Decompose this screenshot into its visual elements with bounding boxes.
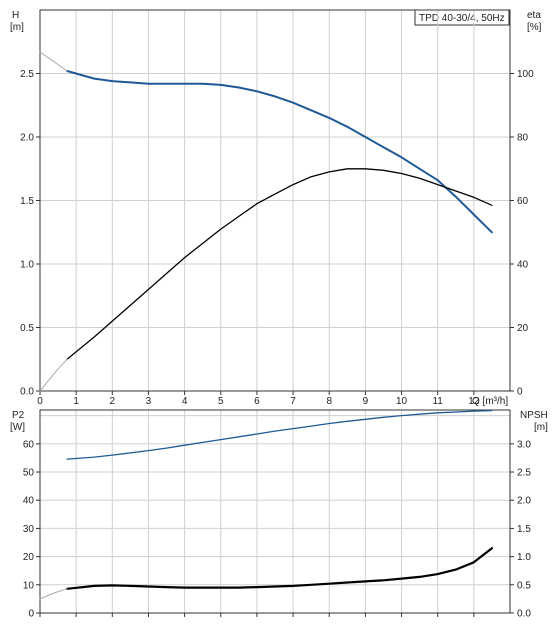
top-right-tick-label: 20 [517, 323, 529, 334]
top-left-tick-label: 2.5 [20, 69, 34, 80]
x-tick-label: 12 [468, 396, 480, 407]
top-right-tick-label: 80 [517, 133, 529, 144]
chart-title-box: TPD 40-30/4, 50Hz [414, 9, 510, 26]
bottom-right-tick-label: 2.5 [517, 468, 531, 479]
top-left-axis-title: H [12, 10, 19, 21]
top-right-tick-label: 100 [517, 69, 534, 80]
bottom-series-power [66, 409, 493, 460]
bottom-left-tick-label: 0 [28, 609, 34, 620]
top-x-axis-label: Q [m³/h] [472, 396, 508, 407]
x-tick-label: 11 [432, 396, 443, 407]
x-tick-label: 5 [218, 396, 224, 407]
bottom-right-tick-label: 1.5 [517, 524, 531, 535]
bottom-right-tick-label: 0.0 [517, 609, 531, 620]
top-left-axis-unit: [m] [10, 22, 24, 33]
x-tick-label: 1 [73, 396, 79, 407]
chart-title: TPD 40-30/4, 50Hz [419, 13, 505, 24]
top-series-efficiency-extrapolated [39, 358, 68, 392]
x-tick-label: 0 [37, 396, 43, 407]
x-tick-label: 10 [396, 396, 408, 407]
x-tick-label: 7 [290, 396, 296, 407]
bottom-left-tick-label: 50 [23, 468, 35, 479]
bottom-right-tick-label: 0.5 [517, 580, 531, 591]
bottom-plot-frame [39, 409, 511, 614]
x-tick-label: 2 [110, 396, 116, 407]
top-left-tick-label: 0.5 [20, 323, 34, 334]
top-left-tick-label: 2.0 [20, 133, 34, 144]
top-left-tick-label: 1.5 [20, 196, 34, 207]
x-tick-label: 8 [326, 396, 332, 407]
bottom-left-tick-label: 60 [23, 439, 35, 450]
top-series-efficiency [66, 168, 493, 360]
bottom-left-axis-title: P2 [12, 410, 25, 421]
x-tick-label: 6 [254, 396, 260, 407]
bottom-left-tick-label: 30 [23, 524, 35, 535]
bottom-right-tick-label: 3.0 [517, 439, 531, 450]
top-right-tick-label: 60 [517, 196, 529, 207]
top-series-head [66, 70, 493, 234]
x-tick-label: 4 [182, 396, 188, 407]
bottom-left-tick-label: 20 [23, 552, 35, 563]
top-right-tick-label: 40 [517, 260, 529, 271]
top-series-head-extrapolated [39, 51, 68, 72]
top-right-axis-unit: [%] [527, 22, 542, 33]
top-right-tick-label: 0 [517, 387, 523, 398]
x-tick-label: 3 [146, 396, 152, 407]
bottom-right-axis-title: NPSH [520, 410, 548, 421]
top-left-tick-label: 1.0 [20, 260, 34, 271]
bottom-left-axis-unit: [W] [10, 422, 25, 433]
bottom-left-tick-label: 10 [23, 580, 35, 591]
bottom-right-axis-unit: [m] [534, 422, 548, 433]
top-right-axis-title: eta [527, 10, 541, 21]
bottom-series-npsh-extrapolated [39, 588, 68, 600]
bottom-left-tick-label: 40 [23, 496, 35, 507]
x-tick-label: 9 [363, 396, 369, 407]
top-left-tick-label: 0.0 [20, 387, 34, 398]
bottom-right-tick-label: 2.0 [517, 496, 531, 507]
bottom-series-npsh [65, 547, 493, 590]
bottom-right-tick-label: 1.0 [517, 552, 531, 563]
